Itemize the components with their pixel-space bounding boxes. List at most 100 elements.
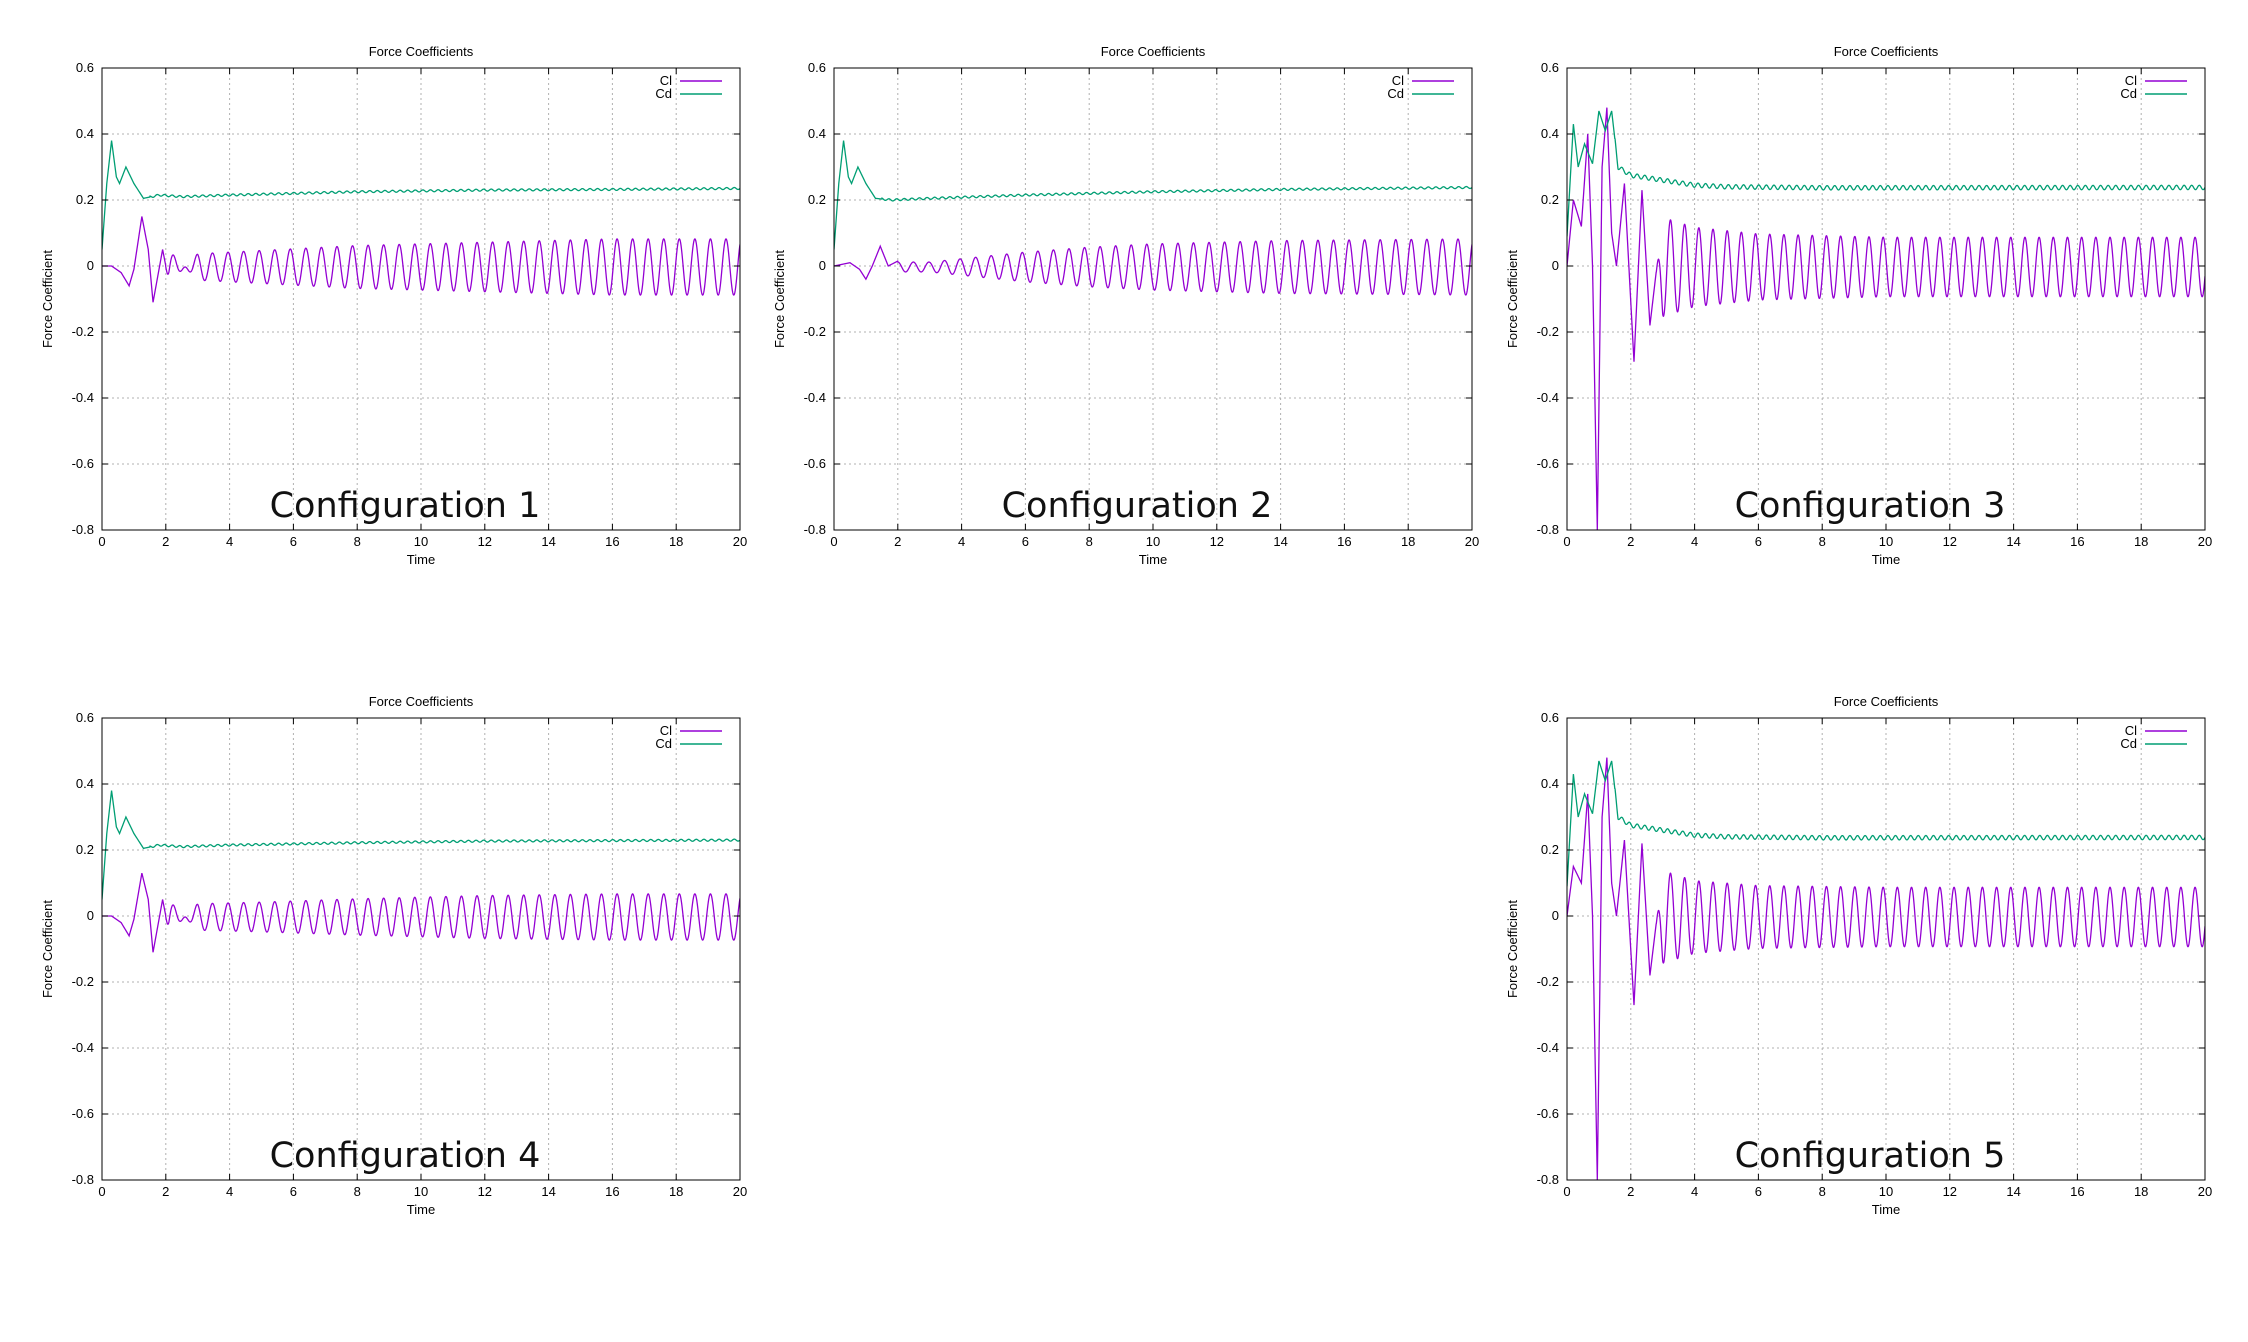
x-tick-label: 12 bbox=[1210, 534, 1224, 549]
y-tick-label: -0.6 bbox=[804, 456, 826, 471]
y-tick-label: 0.6 bbox=[76, 710, 94, 725]
x-tick-label: 16 bbox=[605, 534, 619, 549]
y-tick-label: 0.4 bbox=[76, 126, 94, 141]
series-line-cd bbox=[102, 790, 740, 900]
x-tick-label: 2 bbox=[162, 534, 169, 549]
y-tick-label: -0.8 bbox=[1537, 1172, 1559, 1187]
x-tick-label: 0 bbox=[830, 534, 837, 549]
series-line-cl bbox=[102, 872, 740, 953]
legend-label-cd: Cd bbox=[655, 736, 672, 751]
y-tick-label: -0.2 bbox=[72, 974, 94, 989]
x-tick-label: 16 bbox=[605, 1184, 619, 1199]
series-line-cd bbox=[102, 140, 740, 250]
y-tick-label: 0.2 bbox=[76, 842, 94, 857]
chart-title: Force Coefficients bbox=[1101, 44, 1206, 59]
grid-lines bbox=[1567, 68, 2205, 530]
x-tick-label: 4 bbox=[226, 1184, 233, 1199]
x-tick-label: 8 bbox=[1819, 1184, 1826, 1199]
x-tick-label: 0 bbox=[98, 1184, 105, 1199]
chart-title: Force Coefficients bbox=[1834, 694, 1939, 709]
x-tick-label: 2 bbox=[1627, 534, 1634, 549]
x-tick-label: 16 bbox=[1337, 534, 1351, 549]
legend-label-cd: Cd bbox=[2120, 736, 2137, 751]
x-axis-label: Time bbox=[407, 552, 435, 567]
x-tick-label: 0 bbox=[1563, 534, 1570, 549]
x-tick-label: 10 bbox=[1879, 1184, 1893, 1199]
y-tick-label: -0.6 bbox=[72, 456, 94, 471]
x-tick-label: 8 bbox=[354, 534, 361, 549]
configuration-caption: Configuration 3 bbox=[1734, 486, 2006, 526]
y-axis-label: Force Coefficient bbox=[40, 900, 55, 998]
x-tick-label: 6 bbox=[1755, 1184, 1762, 1199]
configuration-caption: Configuration 5 bbox=[1734, 1136, 2006, 1176]
y-tick-label: 0.6 bbox=[1541, 60, 1559, 75]
y-tick-label: -0.2 bbox=[804, 324, 826, 339]
x-tick-label: 6 bbox=[290, 534, 297, 549]
x-tick-label: 12 bbox=[478, 1184, 492, 1199]
y-tick-label: 0.4 bbox=[76, 776, 94, 791]
x-tick-label: 20 bbox=[1465, 534, 1479, 549]
y-tick-label: 0.2 bbox=[808, 192, 826, 207]
chart-panel-1: Force Coefficients 0 2 4 6 8 10 12 14 16 18 20 0.6 0.… bbox=[25, 28, 785, 588]
x-tick-label: 14 bbox=[2006, 1184, 2020, 1199]
x-tick-label: 4 bbox=[1691, 534, 1698, 549]
y-tick-label: -0.4 bbox=[804, 390, 826, 405]
legend-label-cl: Cl bbox=[2125, 723, 2137, 738]
configuration-caption: Configuration 1 bbox=[269, 486, 541, 526]
y-tick-label: -0.4 bbox=[1537, 1040, 1559, 1055]
y-tick-label: -0.6 bbox=[1537, 456, 1559, 471]
y-tick-label: 0 bbox=[819, 258, 826, 273]
series-line-cd bbox=[834, 140, 1472, 250]
series-line-cl bbox=[1567, 757, 2205, 1180]
x-tick-label: 14 bbox=[541, 1184, 555, 1199]
y-tick-label: 0.2 bbox=[1541, 192, 1559, 207]
y-tick-label: -0.8 bbox=[804, 522, 826, 537]
x-tick-label: 2 bbox=[1627, 1184, 1634, 1199]
x-tick-label: 6 bbox=[1755, 534, 1762, 549]
y-axis-label: Force Coefficient bbox=[40, 250, 55, 348]
x-tick-label: 10 bbox=[1146, 534, 1160, 549]
x-axis-label: Time bbox=[407, 1202, 435, 1217]
y-axis-label: Force Coefficient bbox=[1505, 250, 1520, 348]
y-tick-label: -0.4 bbox=[1537, 390, 1559, 405]
x-tick-label: 2 bbox=[162, 1184, 169, 1199]
x-tick-label: 4 bbox=[1691, 1184, 1698, 1199]
y-tick-label: -0.2 bbox=[1537, 974, 1559, 989]
x-tick-label: 12 bbox=[478, 534, 492, 549]
y-tick-label: -0.8 bbox=[72, 522, 94, 537]
y-tick-label: -0.8 bbox=[72, 1172, 94, 1187]
x-axis-label: Time bbox=[1872, 1202, 1900, 1217]
grid-lines bbox=[1567, 718, 2205, 1180]
x-axis-label: Time bbox=[1872, 552, 1900, 567]
series-line-cl bbox=[102, 216, 740, 303]
y-tick-label: 0.6 bbox=[1541, 710, 1559, 725]
legend-label-cd: Cd bbox=[2120, 86, 2137, 101]
x-tick-label: 18 bbox=[2134, 1184, 2148, 1199]
chart-panel-4: Force Coefficients 0 2 4 6 8 10 12 14 16 18 20 0.6 0.… bbox=[25, 678, 785, 1238]
x-tick-label: 10 bbox=[414, 1184, 428, 1199]
y-tick-label: -0.2 bbox=[1537, 324, 1559, 339]
x-tick-label: 4 bbox=[958, 534, 965, 549]
x-tick-label: 4 bbox=[226, 534, 233, 549]
y-tick-label: 0.6 bbox=[76, 60, 94, 75]
y-tick-label: -0.8 bbox=[1537, 522, 1559, 537]
x-tick-label: 6 bbox=[1022, 534, 1029, 549]
x-tick-label: 8 bbox=[1086, 534, 1093, 549]
x-tick-label: 14 bbox=[541, 534, 555, 549]
y-tick-label: -0.2 bbox=[72, 324, 94, 339]
x-tick-label: 14 bbox=[2006, 534, 2020, 549]
force-coefficients-chart: Force Coefficients 0 2 4 6 8 10 12 14 16 18 20 0.6 0.… bbox=[40, 694, 747, 1217]
x-tick-label: 10 bbox=[1879, 534, 1893, 549]
chart-title: Force Coefficients bbox=[369, 44, 474, 59]
x-tick-label: 16 bbox=[2070, 1184, 2084, 1199]
y-tick-label: 0 bbox=[1552, 908, 1559, 923]
chart-panel-5: Force Coefficients 0 2 4 6 8 10 12 14 16 18 20 0.6 0.… bbox=[1490, 678, 2248, 1238]
x-tick-label: 0 bbox=[1563, 1184, 1570, 1199]
y-tick-label: -0.6 bbox=[1537, 1106, 1559, 1121]
force-coefficients-chart: Force Coefficients 0 2 4 6 8 10 12 14 16 18 20 0.6 0.… bbox=[40, 44, 747, 567]
y-tick-label: 0.4 bbox=[1541, 776, 1559, 791]
